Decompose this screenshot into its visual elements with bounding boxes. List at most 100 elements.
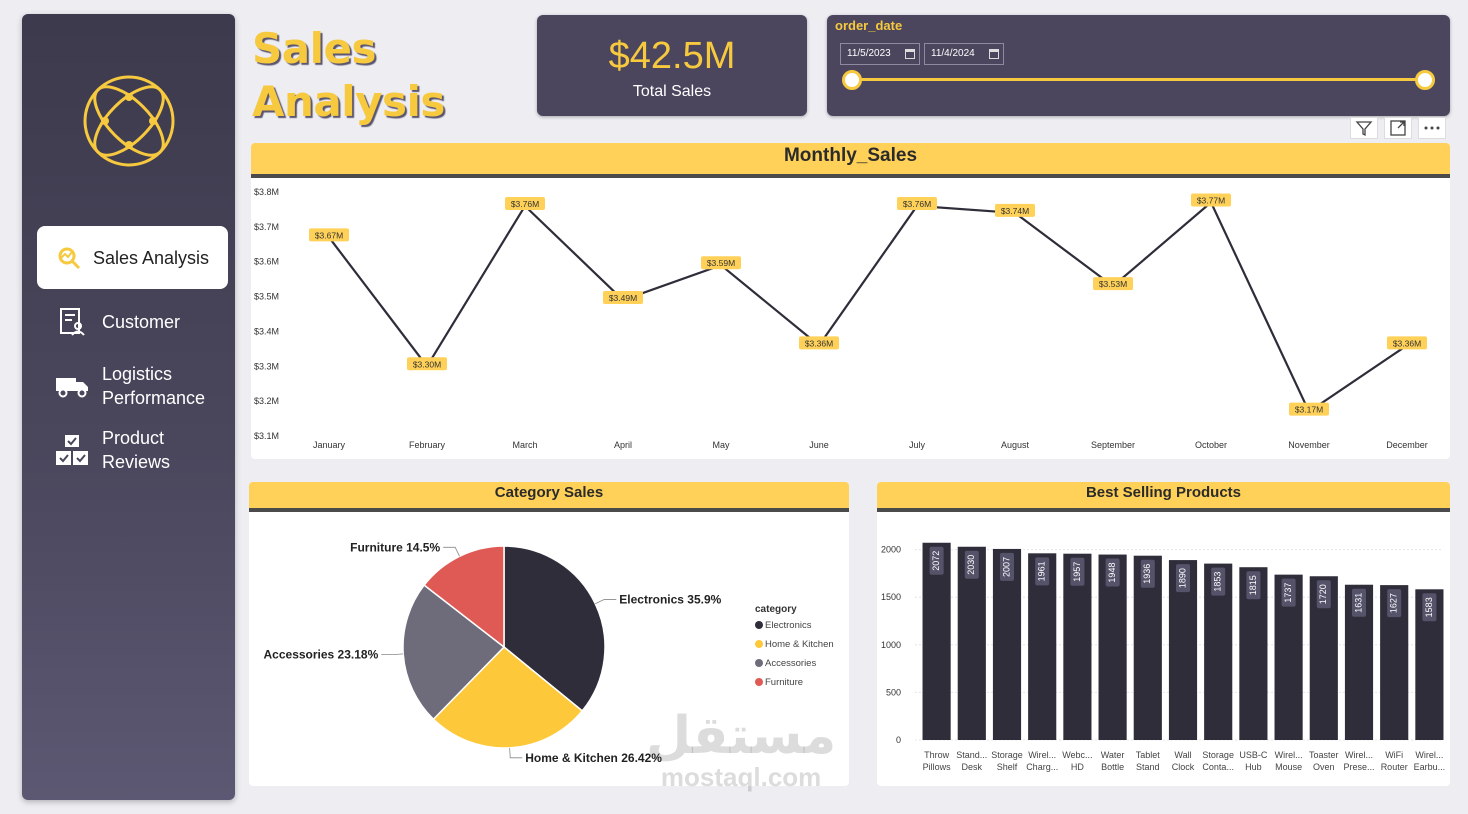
- end-date-input[interactable]: 11/4/2024: [924, 43, 1004, 65]
- x-tick-label: Mouse: [1275, 762, 1302, 772]
- legend-entry[interactable]: Furniture: [765, 677, 803, 688]
- total-sales-value: $42.5M: [608, 35, 736, 77]
- leader-line: [595, 599, 617, 605]
- x-tick-label: Hub: [1245, 762, 1262, 772]
- nav-item-product-reviews[interactable]: Product Reviews: [38, 426, 228, 474]
- bar-value-label: 1631: [1353, 593, 1363, 613]
- boxes-icon: [54, 432, 90, 468]
- category-sales-card: Category Sales Electronics 35.9% Home & K…: [249, 482, 849, 786]
- bar-value-bg: [1000, 552, 1014, 581]
- data-label-bg: [603, 291, 643, 305]
- slice-label: Electronics 35.9%: [619, 592, 721, 606]
- x-tick-label: Prese...: [1343, 762, 1374, 772]
- y-tick-label: $3.2M: [254, 396, 279, 406]
- x-tick-label: July: [909, 440, 926, 450]
- best-selling-products-title: Best Selling Products: [877, 482, 1450, 512]
- bar-value-label: 1890: [1177, 568, 1187, 588]
- x-tick-label: April: [614, 440, 632, 450]
- customer-icon: [54, 304, 90, 340]
- legend-entry[interactable]: Electronics: [765, 620, 812, 631]
- x-tick-label: Throw: [924, 750, 950, 760]
- data-label: $3.76M: [511, 199, 539, 209]
- legend-swatch[interactable]: [755, 640, 763, 648]
- pie-slice[interactable]: [423, 545, 505, 649]
- y-tick-label: 0: [896, 735, 901, 745]
- bar-value-label: 1961: [1037, 561, 1047, 581]
- bar-value-label: 1583: [1424, 597, 1434, 617]
- more-options-icon[interactable]: [1418, 117, 1446, 139]
- x-tick-label: Wirel...: [1028, 750, 1056, 760]
- data-label-bg: [505, 196, 545, 210]
- nav-label: Logistics Performance: [102, 364, 206, 408]
- y-tick-label: $3.5M: [254, 292, 279, 302]
- date-range-end-handle[interactable]: [1415, 70, 1435, 90]
- data-label: $3.77M: [1197, 195, 1225, 205]
- nav-item-sales-analysis[interactable]: Sales Analysis: [37, 226, 228, 289]
- y-tick-label: $3.3M: [254, 361, 279, 371]
- x-tick-label: Stand: [1136, 762, 1160, 772]
- y-tick-label: 1500: [881, 592, 901, 602]
- x-tick-label: Earbu...: [1414, 762, 1446, 772]
- data-label: $3.30M: [413, 359, 441, 369]
- bar-value-label: 1627: [1389, 593, 1399, 613]
- data-label: $3.74M: [1001, 206, 1029, 216]
- best-selling-products-card: Best Selling Products 0 500 1000 1500 2000 20…: [877, 482, 1450, 786]
- x-tick-label: WiFi: [1385, 750, 1403, 760]
- x-tick-label: August: [1001, 440, 1030, 450]
- y-tick-label: $3.6M: [254, 257, 279, 267]
- x-tick-label: Wirel...: [1415, 750, 1443, 760]
- focus-mode-icon[interactable]: [1384, 117, 1412, 139]
- pie-slice[interactable]: [432, 645, 584, 749]
- x-tick-label: Bottle: [1101, 762, 1124, 772]
- data-label-bg: [1387, 336, 1427, 350]
- x-tick-label: Stand...: [956, 750, 987, 760]
- truck-icon: [54, 368, 90, 404]
- x-tick-label: Shelf: [997, 762, 1018, 772]
- total-sales-label: Total Sales: [632, 83, 712, 100]
- filter-icon[interactable]: [1350, 117, 1378, 139]
- visual-header-toolbar: [1350, 117, 1450, 141]
- x-tick-label: Router: [1381, 762, 1408, 772]
- monthly-sales-card: Monthly_Sales $3.1M $3.2M $3.3M $3.4M $3.5M $…: [251, 143, 1450, 459]
- bar-value-bg: [1281, 578, 1296, 607]
- start-date-input[interactable]: 11/5/2023: [840, 43, 920, 65]
- data-label: $3.76M: [903, 199, 931, 209]
- start-date-value: 11/5/2023: [847, 48, 891, 59]
- legend-swatch[interactable]: [755, 678, 763, 686]
- data-label: $3.59M: [707, 258, 735, 268]
- x-tick-label: Webc...: [1062, 750, 1092, 760]
- bar-value-bg: [1035, 557, 1050, 586]
- x-tick-label: March: [512, 440, 537, 450]
- date-range-start-handle[interactable]: [842, 70, 862, 90]
- nav-item-logistics-performance[interactable]: Logistics Performance: [38, 362, 228, 410]
- bar-value-label: 1815: [1248, 575, 1258, 595]
- bar-value-label: 2030: [966, 555, 976, 575]
- x-tick-label: December: [1386, 440, 1428, 450]
- leader-line: [443, 546, 460, 557]
- bar[interactable]: [957, 546, 986, 740]
- bar[interactable]: [922, 542, 951, 740]
- bar-value-bg: [1070, 557, 1085, 586]
- nav-item-customer[interactable]: Customer: [38, 304, 228, 340]
- x-tick-label: Wirel...: [1345, 750, 1373, 760]
- slice-label: Furniture 14.5%: [350, 540, 440, 554]
- legend-swatch[interactable]: [755, 659, 763, 667]
- legend-swatch[interactable]: [755, 621, 763, 629]
- x-tick-label: Storage: [1202, 750, 1234, 760]
- legend-entry[interactable]: Accessories: [765, 658, 816, 669]
- date-range-track[interactable]: [851, 78, 1426, 81]
- x-tick-label: Water: [1101, 750, 1125, 760]
- bar-value-bg: [964, 550, 979, 579]
- bar-value-label: 2007: [1001, 557, 1011, 577]
- nav-label: Sales Analysis: [93, 247, 210, 268]
- data-label: $3.36M: [805, 338, 833, 348]
- legend-entry[interactable]: Home & Kitchen: [765, 639, 834, 650]
- calendar-icon[interactable]: [905, 49, 915, 59]
- legend-title: category: [755, 604, 797, 615]
- bar-value-bg: [1105, 558, 1120, 587]
- bar-value-bg: [929, 546, 944, 575]
- x-tick-label: February: [409, 440, 446, 450]
- x-tick-label: HD: [1071, 762, 1084, 772]
- bar-value-bg: [1211, 567, 1226, 596]
- calendar-icon[interactable]: [989, 49, 999, 59]
